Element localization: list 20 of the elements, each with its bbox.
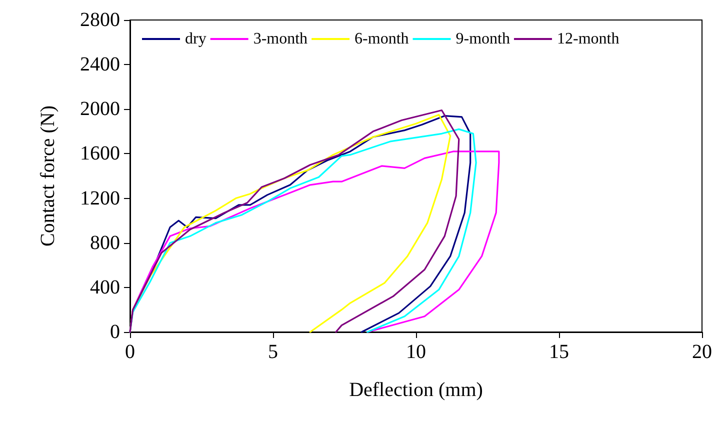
legend-label: 6-month [354,30,409,48]
y-tick-label: 0 [110,321,120,343]
y-tick-label: 800 [90,232,120,254]
y-tick-label: 2000 [80,98,120,120]
x-tick-label: 0 [125,341,135,363]
y-tick-label: 1600 [80,142,120,165]
y-axis-title: Contact force (N) [37,105,59,247]
x-axis-title: Deflection (mm) [349,379,483,401]
legend-label: 9-month [456,30,510,48]
x-tick-label: 15 [549,341,569,363]
y-tick-label: 400 [90,276,120,298]
y-tick-label: 1200 [80,187,120,210]
y-tick-label: 2800 [80,9,120,31]
legend-label: dry [185,30,206,48]
legend-label: 3-month [253,30,308,48]
x-tick-label: 5 [268,341,278,363]
y-tick-label: 2400 [80,54,120,76]
legend-label: 12-month [556,30,620,48]
x-tick-label: 10 [406,341,426,363]
x-tick-label: 20 [692,341,712,363]
